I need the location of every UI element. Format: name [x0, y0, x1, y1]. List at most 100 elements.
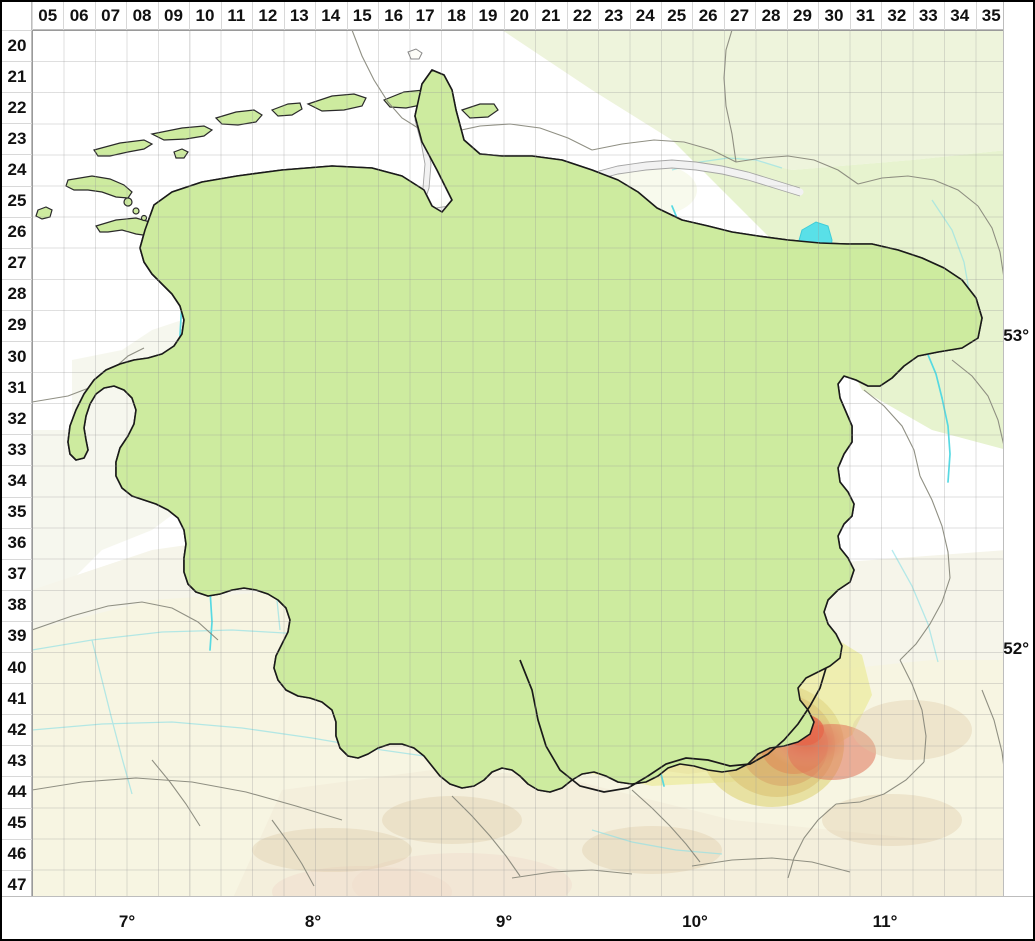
grid-row-label: 46 — [7, 844, 27, 864]
grid-row-tick — [2, 620, 32, 622]
grid-row-tick — [2, 372, 32, 374]
grid-row-label: 30 — [7, 346, 27, 366]
grid-column-label: 26 — [698, 6, 718, 25]
grid-row-label: 25 — [7, 191, 27, 211]
longitude-label: 8° — [304, 912, 322, 931]
grid-column-label: 24 — [635, 6, 655, 25]
grid-row-tick — [2, 123, 32, 125]
grid-row-label: 43 — [7, 750, 27, 770]
grid-column-tick — [598, 2, 600, 30]
grid-column-label: 32 — [887, 6, 907, 25]
grid-column-tick — [881, 2, 883, 30]
grid-column-label: 18 — [447, 6, 467, 25]
grid-column-label: 33 — [918, 6, 938, 25]
grid-column-tick — [629, 2, 631, 30]
grid-row-label: 31 — [7, 377, 27, 397]
grid-column-label: 11 — [227, 6, 246, 25]
grid-row-tick — [2, 807, 32, 809]
grid-column-tick — [32, 2, 33, 30]
grid-column-tick — [252, 2, 254, 30]
grid-column-label: 27 — [730, 6, 750, 25]
grid-column-label: 35 — [981, 6, 1001, 25]
grid-row-label: 22 — [7, 97, 27, 117]
longitude-label: 7° — [118, 912, 136, 931]
grid-row-tick — [2, 403, 32, 405]
grid-column-tick — [535, 2, 537, 30]
grid-row-tick — [2, 869, 32, 871]
grid-row-label: 20 — [7, 35, 27, 55]
grid-column-label: 09 — [164, 6, 183, 25]
grid-column-tick — [818, 2, 820, 30]
grid-column-label: 21 — [541, 6, 561, 25]
grid-column-label: 14 — [321, 6, 341, 25]
grid-row-tick — [2, 278, 32, 280]
grid-column-tick — [157, 2, 159, 30]
grid-row-label: 28 — [7, 284, 27, 304]
grid-column-label: 31 — [855, 6, 875, 25]
grid-column-tick — [63, 2, 65, 30]
grid-row-label: 23 — [7, 128, 27, 148]
grid-row-tick — [2, 154, 32, 156]
grid-column-tick — [315, 2, 317, 30]
grid-row-tick — [2, 30, 32, 31]
grid-column-label: 22 — [572, 6, 592, 25]
grid-row-label: 36 — [7, 533, 27, 553]
grid-column-label: 17 — [415, 6, 435, 25]
grid-row-tick — [2, 776, 32, 778]
grid-column-tick — [912, 2, 914, 30]
grid-row-tick — [2, 309, 32, 311]
grid-row-tick — [2, 558, 32, 560]
grid-column-label: 23 — [604, 6, 624, 25]
grid-column-tick — [723, 2, 725, 30]
grid-row-label: 44 — [7, 781, 27, 801]
grid-column-label: 29 — [793, 6, 812, 25]
grid-row-tick — [2, 527, 32, 529]
grid-row-label: 38 — [7, 595, 27, 615]
grid-row-tick — [2, 92, 32, 94]
grid-column-tick — [220, 2, 222, 30]
grid-column-tick — [346, 2, 348, 30]
grid-row-tick — [2, 745, 32, 747]
grid-column-label: 28 — [761, 6, 781, 25]
grid-row-label: 41 — [7, 688, 27, 708]
grid-row-label: 27 — [7, 253, 27, 273]
latitude-label: 52° — [1003, 639, 1029, 658]
grid-column-label: 07 — [101, 6, 121, 25]
grid-row-label: 47 — [7, 875, 27, 895]
longitude-label: 11° — [872, 912, 898, 931]
grid-column-label: 30 — [824, 6, 844, 25]
right-axis-ruler: 53° 52° — [1003, 2, 1033, 900]
longitude-label: 10° — [682, 912, 708, 931]
grid-row-tick — [2, 247, 32, 249]
grid-row-tick — [2, 61, 32, 63]
grid-column-tick — [849, 2, 851, 30]
grid-row-label: 34 — [7, 470, 27, 490]
left-axis-ruler: 20 21 22 23 24 25 26 27 28 29 30 31 32 33 34 35 36 37 38 39… — [2, 2, 32, 900]
grid-row-tick — [2, 589, 32, 591]
grid-column-label: 10 — [195, 6, 215, 25]
grid-column-tick — [472, 2, 474, 30]
grid-column-label: 16 — [384, 6, 404, 25]
grid-column-tick — [786, 2, 788, 30]
grid-row-label: 37 — [7, 564, 27, 584]
grid-row-tick — [2, 216, 32, 218]
grid-row-tick — [2, 341, 32, 342]
grid-row-label: 42 — [7, 719, 27, 739]
grid-column-label: 20 — [510, 6, 529, 25]
map-canvas[interactable] — [32, 30, 1007, 900]
grid-row-label: 33 — [7, 439, 27, 459]
grid-column-tick — [503, 2, 505, 30]
grid-column-label: 05 — [38, 6, 58, 25]
grid-column-label: 25 — [667, 6, 687, 25]
grid-row-tick — [2, 683, 32, 685]
grid-row-label: 45 — [7, 813, 27, 833]
grid-row-label: 40 — [7, 657, 27, 677]
grid-column-tick — [126, 2, 128, 30]
grid-column-label: 19 — [478, 6, 498, 25]
bottom-axis-ruler: 7° 8° 9° 10° 11° — [2, 896, 1033, 939]
grid-column-tick — [566, 2, 568, 30]
grid-column-tick — [283, 2, 285, 30]
grid-row-label: 35 — [7, 502, 27, 522]
grid-column-tick — [692, 2, 694, 30]
